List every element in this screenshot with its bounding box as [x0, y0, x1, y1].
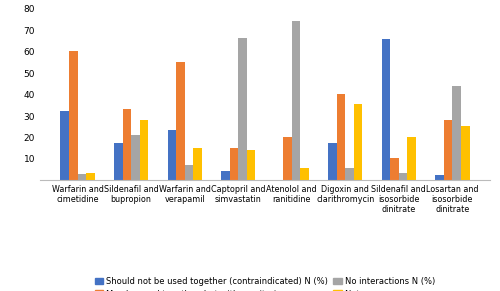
Bar — [221, 171, 230, 180]
Bar — [122, 109, 131, 180]
Bar — [131, 135, 140, 180]
Bar — [436, 175, 444, 180]
Bar — [193, 148, 202, 180]
Bar — [283, 138, 292, 180]
Bar — [86, 173, 94, 180]
Bar — [408, 138, 416, 180]
Bar — [78, 174, 86, 180]
Bar — [114, 143, 122, 180]
Bar — [238, 38, 247, 180]
Bar — [140, 120, 148, 180]
Bar — [230, 148, 238, 180]
Bar — [444, 120, 452, 180]
Bar — [452, 86, 461, 180]
Bar — [300, 168, 309, 180]
Bar — [328, 143, 337, 180]
Bar — [346, 168, 354, 180]
Bar — [354, 104, 362, 180]
Legend: Should not be used together (contraindicated) N (%), May be used together, but w: Should not be used together (contraindic… — [92, 274, 438, 291]
Bar — [184, 165, 193, 180]
Bar — [399, 173, 407, 180]
Bar — [60, 111, 69, 180]
Bar — [168, 130, 176, 180]
Bar — [176, 62, 184, 180]
Bar — [247, 150, 256, 180]
Bar — [461, 126, 469, 180]
Bar — [382, 39, 390, 180]
Bar — [292, 21, 300, 180]
Bar — [337, 93, 345, 180]
Bar — [69, 51, 78, 180]
Bar — [390, 158, 399, 180]
